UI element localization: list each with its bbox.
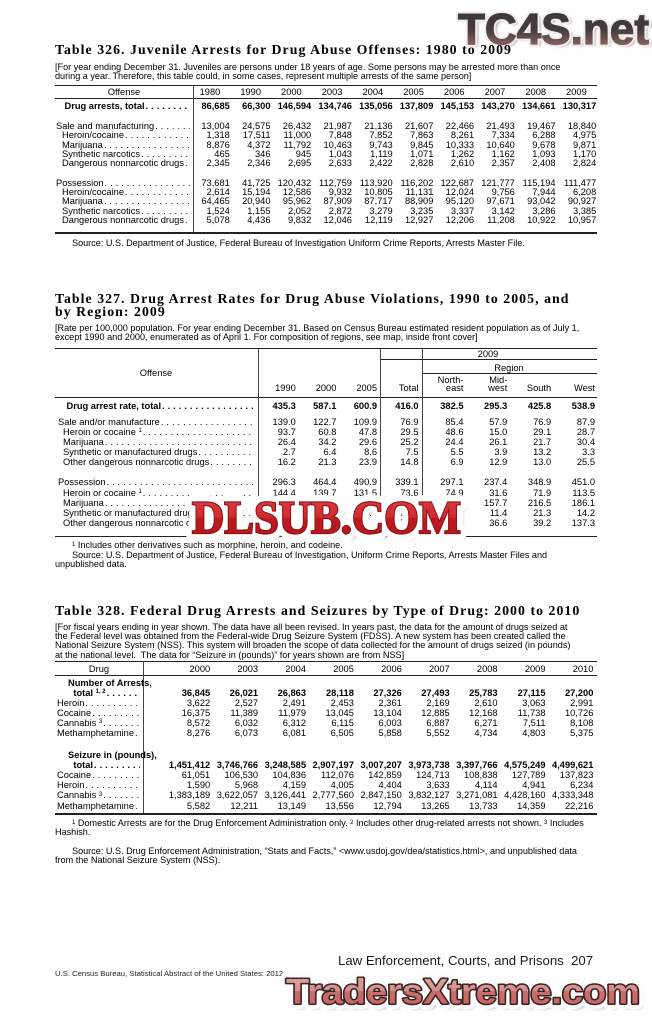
svg-text:TC4S.net: TC4S.net [458, 5, 649, 54]
svg-text:TradersXtreme.com: TradersXtreme.com [290, 977, 644, 1016]
svg-text:TC4S.net: TC4S.net [458, 5, 649, 54]
svg-text:DLSUB.COM: DLSUB.COM [192, 492, 461, 544]
svg-text:DLSUB.COM: DLSUB.COM [198, 497, 467, 549]
svg-text:TradersXtreme.com: TradersXtreme.com [286, 973, 640, 1012]
svg-text:TradersXtreme.com: TradersXtreme.com [286, 973, 640, 1012]
svg-text:TC4S.net: TC4S.net [462, 7, 652, 56]
svg-text:DLSUB.COM: DLSUB.COM [192, 492, 461, 544]
